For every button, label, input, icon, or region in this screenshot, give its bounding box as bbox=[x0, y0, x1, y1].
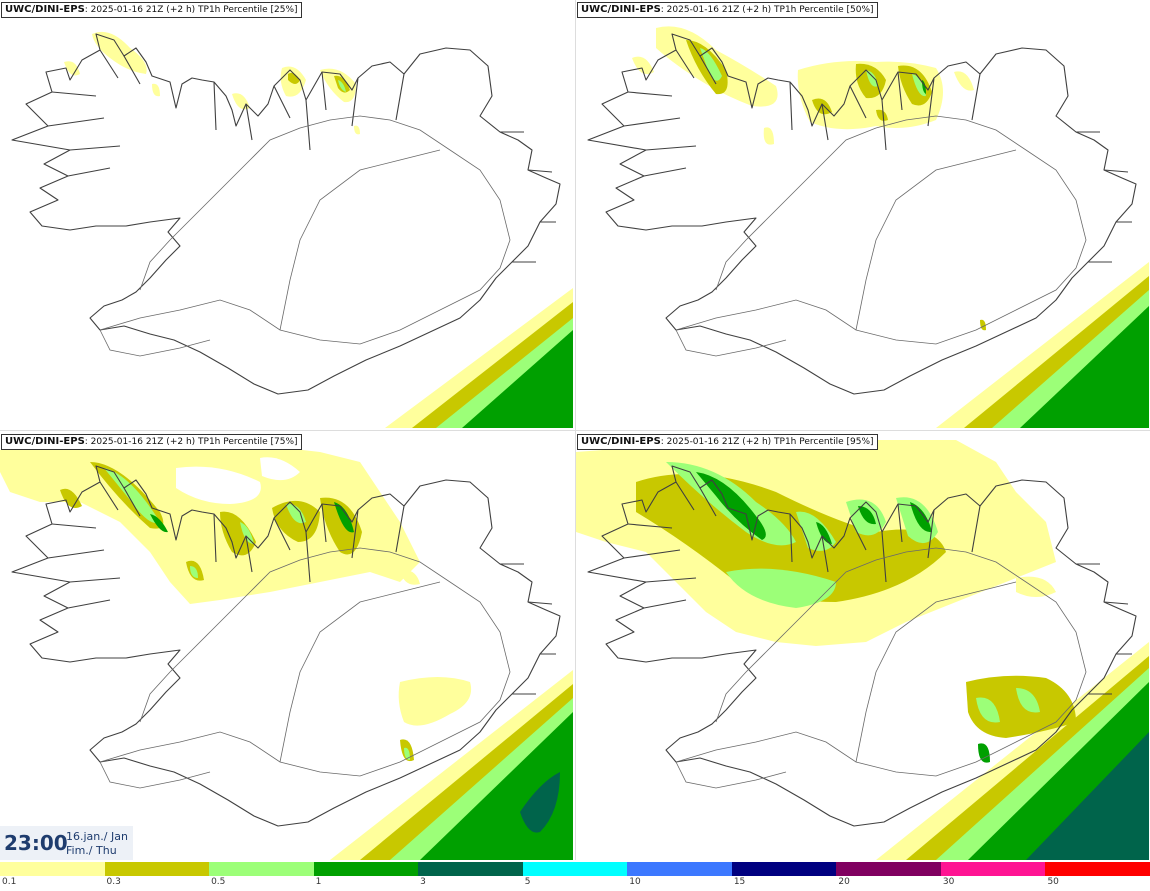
panel-title: UWC/DINI-EPS: 2025-01-16 21Z (+2 h) TP1h… bbox=[1, 434, 302, 450]
map-panel-p95[interactable]: UWC/DINI-EPS: 2025-01-16 21Z (+2 h) TP1h… bbox=[576, 432, 1149, 860]
legend-tick-label: 0.5 bbox=[211, 877, 226, 887]
valid-time: 23:00 bbox=[4, 831, 68, 855]
precipitation-map bbox=[0, 442, 573, 860]
legend-swatch bbox=[836, 862, 941, 876]
run-info: : 2025-01-16 21Z (+2 h) TP1h Percentile … bbox=[84, 5, 298, 15]
panel-title: UWC/DINI-EPS: 2025-01-16 21Z (+2 h) TP1h… bbox=[577, 434, 878, 450]
precipitation-map bbox=[11, 31, 573, 428]
legend-tick-label: 10 bbox=[629, 877, 641, 887]
legend-tick-label: 0.1 bbox=[2, 877, 17, 887]
model-name: UWC/DINI-EPS bbox=[581, 436, 661, 447]
legend-swatch bbox=[940, 862, 1046, 876]
legend-tick-label: 15 bbox=[733, 877, 746, 887]
legend-swatch bbox=[418, 862, 523, 876]
iceland-outline bbox=[11, 465, 561, 827]
precipitation-map bbox=[587, 26, 1149, 428]
legend-colorbar bbox=[0, 862, 1150, 876]
panel-title: UWC/DINI-EPS: 2025-01-16 21Z (+2 h) TP1h… bbox=[577, 2, 878, 18]
horizontal-divider bbox=[0, 430, 1150, 431]
road-network bbox=[675, 547, 1087, 789]
map-panel-p25[interactable]: UWC/DINI-EPS: 2025-01-16 21Z (+2 h) TP1h… bbox=[0, 0, 573, 428]
legend-swatch bbox=[0, 862, 105, 876]
legend-swatch bbox=[522, 862, 628, 876]
valid-weekday: Fim./ Thu bbox=[66, 844, 117, 857]
model-name: UWC/DINI-EPS bbox=[5, 4, 85, 15]
legend-tick-label: 50 bbox=[1047, 877, 1059, 887]
legend-swatch bbox=[627, 862, 732, 876]
legend-swatch bbox=[731, 862, 837, 876]
legend-tick-label: 20 bbox=[838, 877, 850, 887]
road-network bbox=[99, 547, 511, 789]
run-info: : 2025-01-16 21Z (+2 h) TP1h Percentile … bbox=[84, 437, 298, 447]
valid-date: 16.jan./ Jan bbox=[66, 830, 128, 843]
precipitation-map bbox=[576, 440, 1149, 860]
legend-tick-label: 0.3 bbox=[106, 877, 121, 887]
road-network bbox=[675, 115, 1087, 357]
run-info: : 2025-01-16 21Z (+2 h) TP1h Percentile … bbox=[660, 5, 874, 15]
legend-tick-label: 30 bbox=[942, 877, 955, 887]
legend-tick-label: 3 bbox=[420, 877, 426, 887]
legend-swatch bbox=[313, 862, 419, 876]
legend-swatch bbox=[1045, 862, 1150, 876]
map-panel-p50[interactable]: UWC/DINI-EPS: 2025-01-16 21Z (+2 h) TP1h… bbox=[576, 0, 1149, 428]
legend-ticks: 0.1 0.3 0.5 1 3 5 10 15 20 30 50 bbox=[0, 877, 1150, 891]
valid-time-box: 23:00 16.jan./ Jan Fim./ Thu bbox=[0, 826, 133, 860]
legend-tick-label: 5 bbox=[524, 877, 531, 887]
panel-title: UWC/DINI-EPS: 2025-01-16 21Z (+2 h) TP1h… bbox=[1, 2, 302, 18]
map-panel-p75[interactable]: UWC/DINI-EPS: 2025-01-16 21Z (+2 h) TP1h… bbox=[0, 432, 573, 860]
legend-swatch bbox=[209, 862, 314, 876]
legend-tick-label: 1 bbox=[315, 877, 322, 887]
legend-swatch bbox=[104, 862, 210, 876]
iceland-outline bbox=[11, 33, 561, 395]
run-info: : 2025-01-16 21Z (+2 h) TP1h Percentile … bbox=[660, 437, 874, 447]
road-network bbox=[99, 115, 511, 357]
iceland-outline bbox=[587, 33, 1137, 395]
model-name: UWC/DINI-EPS bbox=[5, 436, 85, 447]
model-name: UWC/DINI-EPS bbox=[581, 4, 661, 15]
iceland-outline bbox=[587, 465, 1137, 827]
